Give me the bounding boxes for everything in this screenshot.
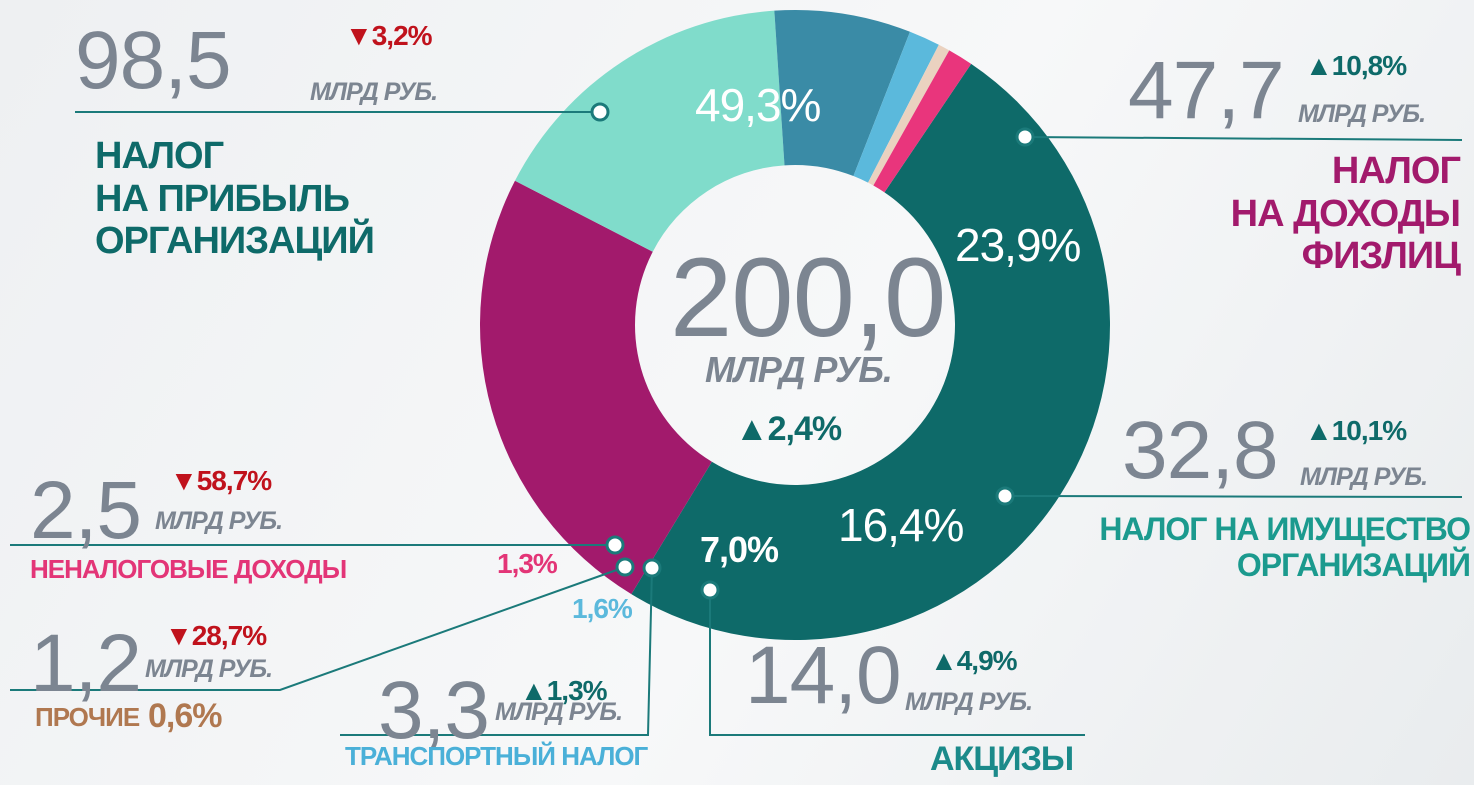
leader-dot bbox=[615, 557, 635, 577]
leader-dot bbox=[1015, 127, 1035, 147]
value-label: 16,4% bbox=[838, 499, 964, 551]
leader-line bbox=[709, 590, 1085, 736]
leader-dot bbox=[605, 535, 625, 555]
unit: МЛРД РУБ. bbox=[310, 78, 438, 106]
leader-dot bbox=[642, 558, 662, 578]
amount: 2,5 bbox=[30, 465, 142, 556]
unit: МЛРД РУБ. bbox=[495, 698, 623, 726]
leader-dot bbox=[700, 580, 720, 600]
total-unit: МЛРД РУБ. bbox=[705, 349, 893, 390]
amount: 98,5 bbox=[75, 15, 232, 106]
value-label: 23,9% bbox=[955, 219, 1081, 271]
unit: МЛРД РУБ. bbox=[1300, 463, 1428, 491]
change: ▲10,1% bbox=[1305, 415, 1407, 446]
unit: МЛРД РУБ. bbox=[155, 507, 283, 535]
unit: МЛРД РУБ. bbox=[905, 688, 1033, 716]
value-label: 7,0% bbox=[700, 529, 779, 570]
leader-line bbox=[1004, 495, 1463, 498]
donut-slice bbox=[774, 10, 911, 177]
leader-dot bbox=[590, 102, 610, 122]
category-label: ПРОЧИЕ bbox=[35, 702, 140, 732]
value-label: 1,6% bbox=[572, 593, 633, 624]
category-label: НАЛОГ НА ПРИБЫЛЬ ОРГАНИЗАЦИЙ bbox=[95, 135, 375, 263]
amount: 14,0 bbox=[745, 630, 902, 721]
donut-slice bbox=[631, 63, 1110, 640]
category-label: НЕНАЛОГОВЫЕ ДОХОДЫ bbox=[30, 554, 347, 584]
amount: 32,8 bbox=[1122, 405, 1279, 496]
leader-line bbox=[340, 567, 653, 736]
amount: 1,2 bbox=[30, 618, 142, 709]
category-label: НАЛОГ НА ИМУЩЕСТВО ОРГАНИЗАЦИЙ bbox=[1099, 511, 1471, 583]
leader-line bbox=[10, 566, 626, 691]
amount: 47,7 bbox=[1128, 45, 1285, 136]
change: ▲1,3% bbox=[520, 675, 608, 706]
amount: 3,3 bbox=[378, 665, 490, 756]
value-label: 49,3% bbox=[695, 79, 821, 131]
change: ▼3,2% bbox=[345, 20, 433, 51]
unit: МЛРД РУБ. bbox=[1298, 100, 1426, 128]
value-label: 1,3% bbox=[497, 548, 558, 579]
category-label: НАЛОГ НА ДОХОДЫ ФИЗЛИЦ bbox=[1230, 150, 1461, 278]
category-label: ТРАНСПОРТНЫЙ НАЛОГ bbox=[345, 741, 648, 771]
donut-slice bbox=[853, 31, 939, 183]
donut-slice bbox=[868, 44, 950, 186]
change: ▲10,8% bbox=[1305, 50, 1407, 81]
donut-slice bbox=[514, 10, 785, 252]
change: ▼28,7% bbox=[165, 620, 267, 651]
total: 200,0 bbox=[670, 235, 946, 360]
change: ▼58,7% bbox=[170, 465, 272, 496]
total-change: ▲2,4% bbox=[735, 410, 842, 448]
leader-line bbox=[1024, 136, 1463, 141]
donut-slice bbox=[873, 50, 972, 193]
leader-dot bbox=[995, 486, 1015, 506]
donut-slice bbox=[479, 180, 712, 595]
category-label: АКЦИЗЫ bbox=[930, 740, 1074, 778]
value-label: 0,6% bbox=[148, 697, 222, 735]
change: ▲4,9% bbox=[930, 645, 1018, 676]
unit: МЛРД РУБ. bbox=[145, 655, 273, 683]
